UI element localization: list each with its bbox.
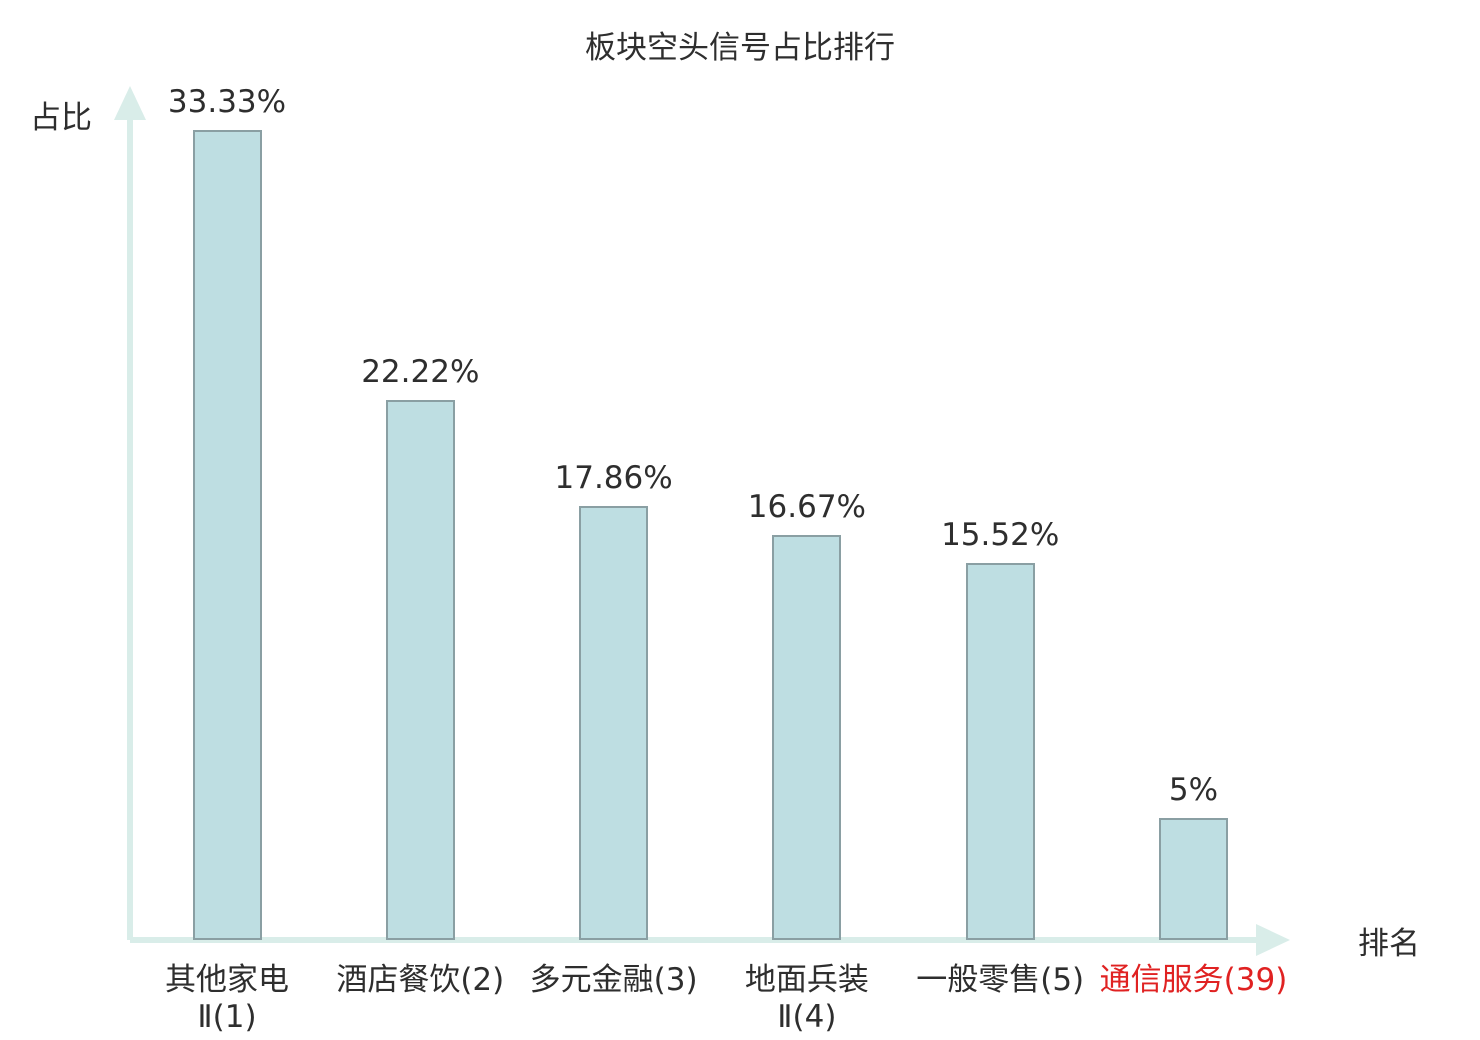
x-tick-label-2: 酒店餐饮(2) [336,962,504,999]
x-tick-label-line: Ⅱ(4) [777,998,837,1035]
bar-value-label-6: 5% [1168,772,1219,808]
x-tick-label-3: 多元金融(3) [530,962,698,999]
y-axis-title: 占比 [30,100,92,136]
bar-1 [193,130,262,940]
x-tick-label-line: 地面兵装 [744,962,869,998]
bar-2 [386,400,455,940]
bar-4 [772,535,841,940]
x-tick-label-line: 其他家电 [165,962,289,998]
x-tick-label-6: 通信服务(39) [1100,962,1288,999]
x-tick-label-line: 多元金融(3) [529,962,698,998]
bar-value-label-1: 33.33% [167,84,287,120]
y-axis-arrowhead-icon [114,86,146,120]
bar-value-label-3: 17.86% [554,460,673,496]
bar-value-label-5: 15.52% [941,517,1060,553]
x-tick-label-4: 地面兵装 Ⅱ(4) [745,962,869,1035]
bar-value-label-4: 16.67% [747,489,866,525]
x-tick-label-line: 通信服务(39) [1099,962,1288,998]
x-tick-label-5: 一般零售(5) [916,962,1084,999]
x-tick-label-line: Ⅱ(1) [197,998,257,1035]
x-tick-label-line: 酒店餐饮(2) [336,962,505,998]
bar-value-label-2: 22.22% [361,354,480,390]
bar-6 [1159,818,1228,940]
bar-3 [579,506,648,940]
x-axis-title: 排名 [1358,926,1420,962]
x-tick-label-line: 一般零售(5) [916,962,1085,998]
x-tick-label-1: 其他家电 Ⅱ(1) [165,962,289,1035]
chart-title: 板块空头信号占比排行 [585,30,895,66]
x-axis-arrowhead-icon [1256,924,1290,956]
bar-5 [966,563,1035,940]
